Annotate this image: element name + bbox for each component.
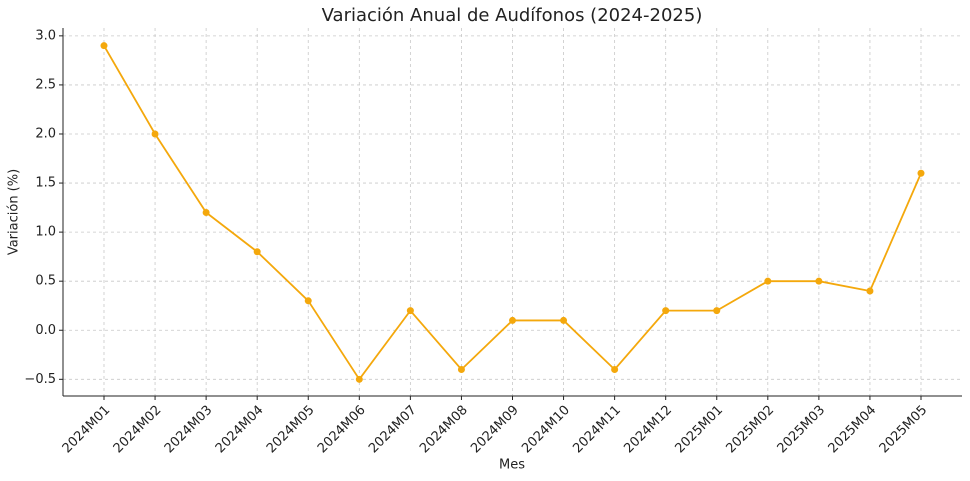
point <box>304 297 312 305</box>
x-tick-label: 2024M11 <box>570 403 624 457</box>
y-tick-label: 3.0 <box>35 28 56 43</box>
point <box>100 42 108 50</box>
x-tick-label: 2024M06 <box>315 403 369 457</box>
x-tick-label: 2025M01 <box>672 403 726 457</box>
y-tick-label: −0.5 <box>24 372 56 387</box>
x-tick-label: 2025M05 <box>877 403 931 457</box>
point <box>253 248 261 256</box>
point <box>509 316 516 324</box>
y-tick-label: 0.0 <box>35 323 56 338</box>
x-tick-label: 2024M05 <box>264 403 318 457</box>
x-tick-label: 2024M02 <box>111 403 165 457</box>
x-tick-label: 2025M04 <box>826 403 880 457</box>
x-tick-label: 2024M04 <box>213 403 267 457</box>
x-axis-label: Mes <box>499 458 525 473</box>
point <box>815 277 823 285</box>
y-axis-label: Variación (%) <box>7 169 22 255</box>
y-tick-label: 2.5 <box>35 77 56 92</box>
point <box>355 375 363 383</box>
point <box>406 307 414 315</box>
x-tick-label: 2024M08 <box>417 403 471 457</box>
chart-title: Variación Anual de Audífonos (2024-2025) <box>322 5 703 26</box>
x-tick-label: 2024M01 <box>60 403 114 457</box>
point <box>611 366 619 374</box>
x-tick-label: 2024M12 <box>621 403 675 457</box>
point <box>560 316 568 324</box>
x-tick-label: 2024M07 <box>366 403 420 457</box>
point <box>917 169 925 177</box>
point <box>764 277 772 285</box>
y-tick-label: 1.5 <box>35 176 56 191</box>
x-tick-label: 2025M02 <box>723 403 777 457</box>
x-tick-label: 2025M03 <box>775 403 829 457</box>
y-tick-label: 1.0 <box>35 225 56 240</box>
x-tick-label: 2024M10 <box>519 403 573 457</box>
point <box>713 307 721 315</box>
point <box>151 130 159 138</box>
point <box>457 366 465 374</box>
point <box>662 307 670 315</box>
x-tick-label: 2024M09 <box>468 403 522 457</box>
y-tick-label: 2.0 <box>35 126 56 141</box>
point <box>866 287 874 295</box>
y-tick-label: 0.5 <box>35 274 56 289</box>
point <box>202 208 210 216</box>
x-tick-label: 2024M03 <box>162 403 216 457</box>
